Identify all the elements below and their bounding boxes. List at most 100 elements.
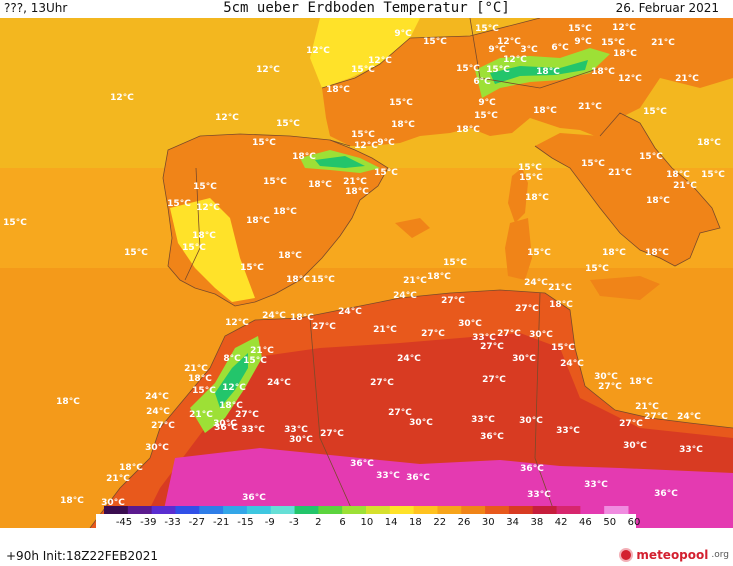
land-sardinia (505, 218, 532, 280)
temp-label: 18°C (646, 196, 670, 206)
temp-label: 24°C (267, 378, 291, 388)
temp-label: 27°C (515, 304, 539, 314)
temp-label: 12°C (256, 65, 280, 75)
temp-label: 21°C (548, 283, 572, 293)
temp-label: 18°C (60, 496, 84, 506)
temp-label: 36°C (406, 473, 430, 483)
colorbar-swatch (294, 506, 319, 514)
temp-label: 30°C (529, 330, 553, 340)
colorbar-tick-label: 26 (458, 517, 471, 528)
land-sicily (590, 276, 660, 300)
temp-label: 18°C (290, 313, 314, 323)
temp-label: 12°C (196, 203, 220, 213)
temp-label: 15°C (585, 264, 609, 274)
temp-label: 12°C (368, 56, 392, 66)
temp-label: 12°C (612, 23, 636, 33)
temp-label: 24°C (146, 407, 170, 417)
temperature-map[interactable]: 9°C 15°C12°C15°C 12°C12°C15°C9°C 3°C 6°C9°C 1… (0, 18, 733, 528)
temp-label: 33°C (584, 480, 608, 490)
colorbar-swatch (175, 506, 200, 514)
temp-label: 27°C (497, 329, 521, 339)
colorbar-tick-label: 60 (628, 517, 641, 528)
temp-label: 24°C (677, 412, 701, 422)
temp-label: 30°C (458, 319, 482, 329)
temp-label: 21°C (106, 474, 130, 484)
brand-name: meteopool (636, 548, 709, 562)
temp-label: 27°C (482, 375, 506, 385)
temp-label: 30°C (623, 441, 647, 451)
temp-label: 18°C (326, 85, 350, 95)
temp-label: 18°C (525, 193, 549, 203)
temp-label: 33°C (556, 426, 580, 436)
temp-label: 15°C (527, 248, 551, 258)
colorbar-swatch (127, 506, 153, 514)
colorbar-tick-label: 14 (385, 517, 398, 528)
temp-label: 24°C (262, 311, 286, 321)
temp-label: 12°C (497, 37, 521, 47)
colorbar-tick-label: 34 (506, 517, 519, 528)
temp-label: 15°C (568, 24, 592, 34)
temp-label: 12°C (110, 93, 134, 103)
temp-label: 18°C (536, 67, 560, 77)
temp-label: 21°C (343, 177, 367, 187)
land-baleares (395, 218, 430, 238)
temp-label: 18°C (188, 374, 212, 384)
colorbar-tick-label: 30 (482, 517, 495, 528)
temp-label: 21°C (189, 410, 213, 420)
temp-label: 18°C (602, 248, 626, 258)
temp-label: 33°C (241, 425, 265, 435)
temp-label: 15°C (263, 177, 287, 187)
colorbar-swatch (151, 506, 176, 514)
yellow-north-coast (310, 18, 420, 88)
temp-label: 12°C (225, 318, 249, 328)
temp-label: 33°C (679, 445, 703, 455)
temp-label: 18°C (645, 248, 669, 258)
temp-label: 27°C (320, 429, 344, 439)
colorbar-tick-label: -45 (116, 517, 132, 528)
temp-label: 21°C (373, 325, 397, 335)
temp-label: 15°C (389, 98, 413, 108)
temp-label: 21°C (651, 38, 675, 48)
brand-logo[interactable]: meteopool .org (619, 546, 729, 564)
temp-label: 6°C (473, 77, 491, 87)
temp-label: 18°C (246, 216, 270, 226)
temp-label: 21°C (578, 102, 602, 112)
temp-label: 24°C (524, 278, 548, 288)
temp-label: 15°C (124, 248, 148, 258)
temp-label: 24°C (393, 291, 417, 301)
temp-label: 15°C (581, 159, 605, 169)
temp-label: 15°C (443, 258, 467, 268)
temp-label: 36°C (350, 459, 374, 469)
temp-label: 15°C (311, 275, 335, 285)
colorbar-swatch (556, 506, 581, 514)
temp-label: 9°C (478, 98, 496, 108)
temp-label: 15°C (475, 24, 499, 34)
temp-label: 21°C (403, 276, 427, 286)
colorbar-swatch (246, 506, 272, 514)
colorbar-tick-label: -15 (237, 517, 253, 528)
temp-label: 15°C (639, 152, 663, 162)
temp-label: 18°C (456, 125, 480, 135)
temp-label: 21°C (608, 168, 632, 178)
temp-label: 18°C (308, 180, 332, 190)
temp-label: 21°C (184, 364, 208, 374)
atlas-snow-band (215, 353, 248, 408)
temp-label: 12°C (215, 113, 239, 123)
colorbar-swatch (413, 506, 438, 514)
temp-label: 30°C (213, 419, 237, 429)
temp-label: 27°C (421, 329, 445, 339)
temp-label: 18°C (286, 275, 310, 285)
colorbar-swatch (270, 506, 296, 514)
temp-label: 15°C (182, 243, 206, 253)
colorbar-swatch (104, 506, 129, 514)
colorbar-tick-label: 46 (579, 517, 592, 528)
temp-label: 15°C (351, 130, 375, 140)
land-italy (535, 113, 720, 266)
temp-label: 27°C (151, 421, 175, 431)
colorbar-swatch (508, 506, 534, 514)
temp-label: 36°C (654, 489, 678, 499)
temp-label: 15°C (519, 173, 543, 183)
temp-label: 18°C (56, 397, 80, 407)
map-title: 5cm ueber Erdboden Temperatur [°C] (223, 0, 510, 16)
